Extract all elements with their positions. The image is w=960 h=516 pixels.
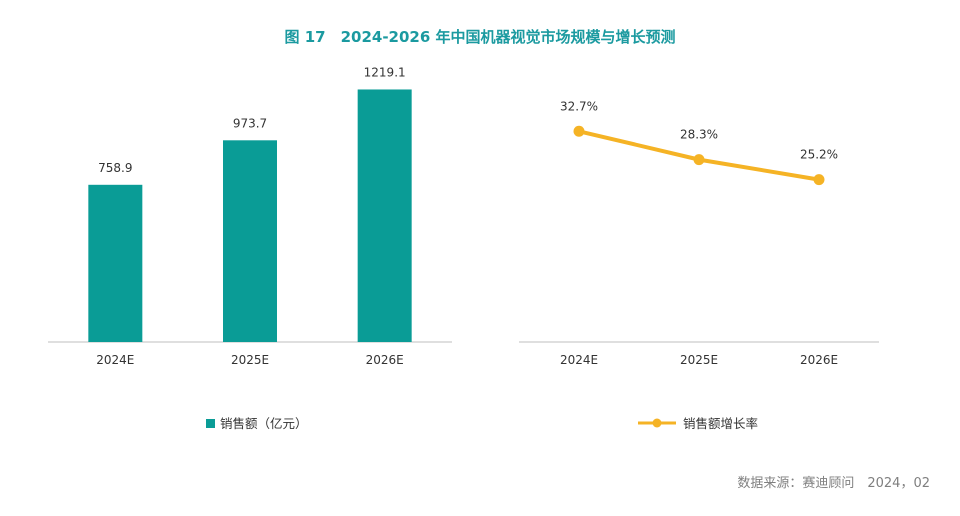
bar-data-label: 1219.1 (364, 65, 406, 79)
bar (357, 89, 412, 343)
line-legend-label: 销售额增长率 (683, 416, 758, 431)
bar-legend-swatch (206, 419, 215, 428)
line-data-label: 25.2% (800, 148, 838, 162)
bar-chart: 758.9 2024E 973.7 2025E 1219.1 2026E 销售额（亿元） (48, 65, 452, 431)
line-legend-marker (652, 418, 662, 428)
line-data-label: 32.7% (560, 99, 598, 113)
bar (88, 184, 143, 342)
bar-x-tick-label: 2024E (96, 353, 134, 367)
bar-data-label: 758.9 (98, 161, 132, 175)
line-x-tick-label: 2024E (560, 353, 598, 367)
chart-title: 图 17 2024-2026 年中国机器视觉市场规模与增长预测 (284, 28, 676, 46)
bar-legend-label: 销售额（亿元） (220, 416, 308, 431)
bar-x-tick-label: 2026E (366, 353, 404, 367)
line-point (693, 154, 705, 166)
bar-data-label: 973.7 (233, 116, 267, 130)
data-source: 数据来源：赛迪顾问 2024，02 (737, 476, 930, 491)
line-chart: 32.7% 2024E 28.3% 2025E 25.2% 2026E 销售额增长率 (519, 99, 879, 431)
line-point (813, 174, 825, 186)
line-x-tick-label: 2026E (800, 353, 838, 367)
line-point (573, 125, 585, 137)
line-x-tick-label: 2025E (680, 353, 718, 367)
bar (223, 140, 277, 342)
line-data-label: 28.3% (680, 128, 718, 142)
bar-x-tick-label: 2025E (231, 353, 269, 367)
